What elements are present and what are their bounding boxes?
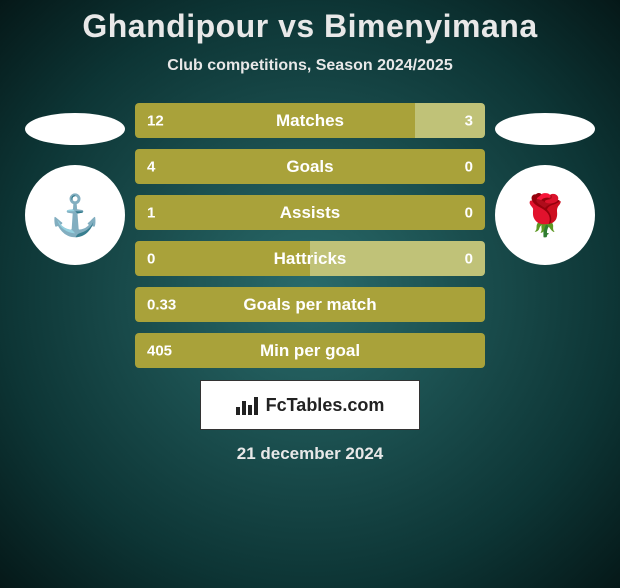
club-column-left: ⚓ (15, 103, 135, 265)
stat-row: Min per goal405 (135, 333, 485, 368)
stat-row: Hattricks00 (135, 241, 485, 276)
stat-value-left: 0.33 (147, 296, 176, 313)
bar-segment-right (415, 103, 485, 138)
club-badge-right: 🌹 (495, 165, 595, 265)
brand-logo: FcTables.com (200, 380, 420, 430)
bar-segment-left (135, 333, 485, 368)
stat-value-left: 1 (147, 204, 155, 221)
brand-text: FcTables.com (266, 395, 385, 416)
stat-value-right: 0 (465, 158, 473, 175)
stat-value-right: 0 (465, 250, 473, 267)
chart-icon (236, 395, 260, 415)
stat-bars: Matches123Goals40Assists10Hattricks00Goa… (135, 103, 485, 368)
club-column-right: 🌹 (485, 103, 605, 265)
bar-segment-left (135, 287, 485, 322)
club-badge-left: ⚓ (25, 165, 125, 265)
stat-value-right: 0 (465, 204, 473, 221)
flag-icon-left (25, 113, 125, 145)
bar-segment-right (310, 241, 485, 276)
page-title: Ghandipour vs Bimenyimana (0, 8, 620, 45)
stat-row: Matches123 (135, 103, 485, 138)
flag-icon-right (495, 113, 595, 145)
stats-area: ⚓ Matches123Goals40Assists10Hattricks00G… (0, 103, 620, 368)
bar-segment-left (135, 149, 485, 184)
stat-value-left: 12 (147, 112, 164, 129)
stat-row: Assists10 (135, 195, 485, 230)
stat-row: Goals per match0.33 (135, 287, 485, 322)
bar-segment-left (135, 103, 415, 138)
stat-value-left: 4 (147, 158, 155, 175)
subtitle: Club competitions, Season 2024/2025 (0, 57, 620, 75)
stat-value-left: 0 (147, 250, 155, 267)
bar-segment-left (135, 195, 485, 230)
date-text: 21 december 2024 (0, 444, 620, 464)
stat-value-left: 405 (147, 342, 172, 359)
stat-row: Goals40 (135, 149, 485, 184)
stat-value-right: 3 (465, 112, 473, 129)
bar-segment-left (135, 241, 310, 276)
